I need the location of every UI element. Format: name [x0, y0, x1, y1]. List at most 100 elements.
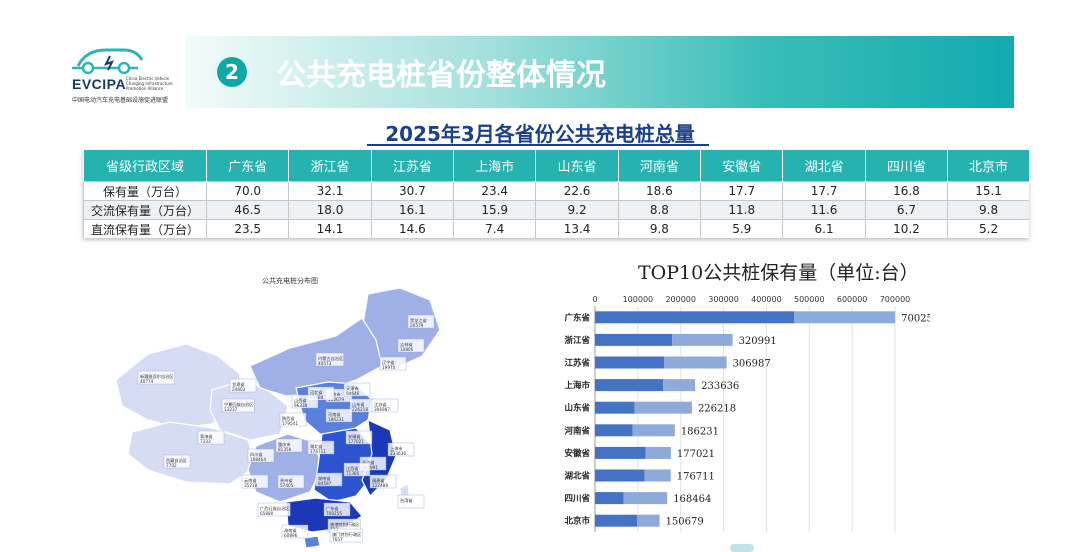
bar-segment [644, 469, 671, 482]
table-row: 保有量（万台） 70.0 32.1 30.7 23.4 22.6 18.6 17… [83, 181, 1029, 201]
table-row: 直流保有量（万台） 23.5 14.1 14.6 7.4 13.4 9.8 5.… [83, 219, 1029, 238]
map-label-value: 60896 [284, 533, 298, 538]
table-cell: 11.8 [700, 200, 783, 220]
map-label-name: 吉林省 [400, 341, 413, 348]
table-title: 2025年3月各省份公共充电桩总量 [385, 122, 695, 146]
table-cell: 9.2 [535, 200, 619, 220]
map-label-name: 宁夏回族自治区 [224, 401, 253, 408]
table-cell: 46.5 [205, 200, 289, 220]
map-label-name: 广西壮族自治区 [260, 505, 289, 512]
table-cell: 9.8 [617, 219, 701, 238]
map-label-name: 辽宁省 [382, 359, 395, 366]
bar-segment [595, 333, 673, 346]
map-label-name: 河南省 [328, 411, 341, 418]
map-label-value: 20579 [410, 323, 424, 328]
category-label: 江苏省 [564, 358, 590, 369]
map-label-name: 江苏省 [374, 401, 387, 408]
map-label-value: 71385 [346, 471, 360, 476]
x-tick-label: 400000 [751, 295, 782, 304]
category-label: 湖北省 [564, 471, 590, 482]
category-label: 山东省 [564, 403, 590, 414]
map-label-name: 北京市 [328, 391, 341, 398]
table-cell: 14.6 [370, 219, 454, 238]
table-cell: 交流保有量（万台） [83, 200, 207, 220]
bar-segment [595, 469, 645, 482]
bar-segment [672, 333, 733, 346]
map-labels: 黑龙江省20579吉林省10806辽宁省19970内蒙古自治区40573北京市1… [137, 314, 435, 543]
map-region-hainan [303, 535, 321, 549]
chart-bars [595, 311, 896, 527]
table-cell: 14.1 [288, 219, 372, 238]
map-label-name: 山东省 [352, 401, 365, 408]
table-cell: 16.8 [864, 181, 948, 201]
header-cell: 江苏省 [370, 150, 454, 182]
table-cell: 5.2 [947, 219, 1029, 238]
map-label-name: 湖北省 [310, 443, 323, 450]
x-tick-label: 500000 [794, 295, 825, 304]
table-cell: 11.6 [782, 200, 866, 220]
logo-chinese: 中国电动汽车充电基础设施促进联盟 [72, 97, 169, 104]
map-label-name: 山西省 [294, 397, 307, 404]
page-title: 公共充电桩省份整体情况 [276, 58, 606, 93]
bar-segment [595, 446, 646, 459]
bar-segment [664, 356, 727, 369]
category-label: 河南省 [564, 425, 590, 436]
map-label-value: 10806 [400, 347, 414, 352]
map-label-value: 150679 [328, 397, 344, 402]
map-label-value: 176711 [310, 449, 326, 454]
header-cell: 河南省 [617, 150, 701, 182]
table-cell: 23.4 [453, 181, 536, 201]
chart-title: TOP10公共桩保有量（单位:台） [638, 262, 919, 284]
table-cell: 10.2 [864, 219, 948, 238]
map-label-name: 江西省 [346, 465, 359, 472]
table-cell: 7.4 [453, 219, 536, 238]
logo-abbr: EVCIPA [72, 76, 127, 92]
header-cell: 山东省 [535, 150, 619, 182]
table-header-row: 省级行政区域 广东省 浙江省 江苏省 上海市 山东省 河南省 安徽省 湖北省 四… [83, 150, 1029, 182]
map-label-value: 24603 [232, 387, 246, 392]
table-title-underline [367, 144, 709, 146]
table-cell: 保有量（万台） [83, 181, 207, 201]
table-cell: 直流保有量（万台） [83, 219, 207, 238]
data-labels: 700255 320991 306987 233636 226218 186231 1770… [666, 313, 930, 527]
header-cell: 广东省 [205, 150, 289, 182]
category-label: 广东省 [564, 312, 590, 323]
map-label-name: 香港特别行政区 [330, 521, 359, 528]
top10-bar-chart: 0 100000 200000 300000 400000 500000 600000 700… [564, 295, 930, 532]
table-cell: 15.9 [453, 200, 536, 220]
table-cell: 13.4 [535, 219, 619, 238]
map-label-value: 186231 [328, 417, 344, 422]
header-cell: 四川省 [864, 150, 948, 182]
data-label: 320991 [739, 336, 777, 347]
table-row: 交流保有量（万台） 46.5 18.0 16.1 15.9 9.2 8.8 11… [83, 200, 1029, 220]
map-label-value: 7657 [332, 537, 343, 542]
map-label-value: 35218 [244, 483, 258, 488]
map-label-name: 重庆市 [278, 441, 291, 448]
map-label-name: 贵州省 [280, 477, 293, 484]
table-cell: 18.0 [288, 200, 372, 220]
table-cell: 70.0 [205, 181, 289, 201]
data-label: 226218 [698, 404, 736, 415]
header-cell: 北京市 [947, 150, 1029, 182]
map-label-value: 40774 [140, 379, 154, 384]
map-label-name: 青海省 [200, 433, 213, 440]
map-label-value: 81350 [278, 447, 292, 452]
bar-segment [595, 424, 633, 437]
bar-segment [637, 514, 660, 527]
map-title: 公共充电桩分布图 [262, 277, 318, 285]
bar-segment [623, 492, 668, 505]
data-label: 168464 [673, 494, 711, 505]
table-cell: 8.8 [617, 200, 701, 220]
